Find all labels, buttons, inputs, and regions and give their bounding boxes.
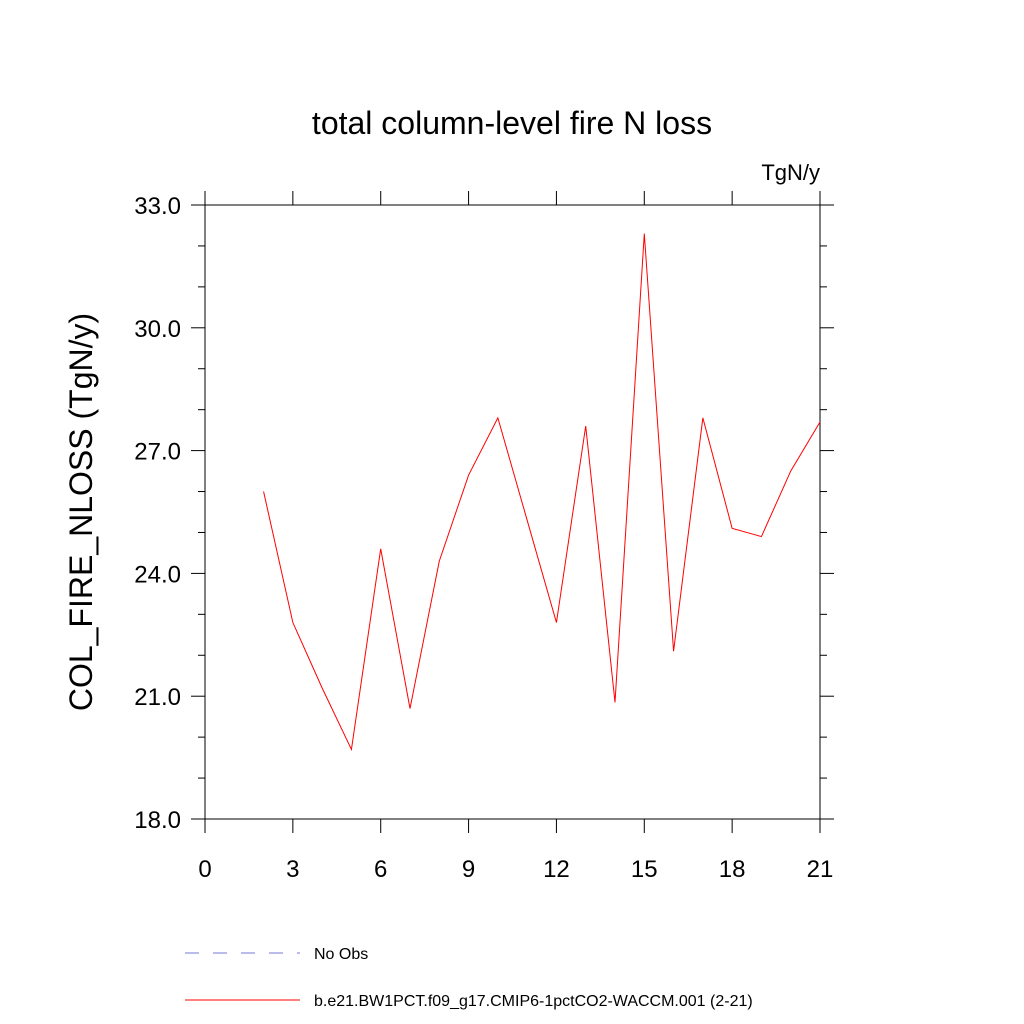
x-tick-label: 12 xyxy=(543,856,570,883)
chart-title: total column-level fire N loss xyxy=(312,105,712,141)
plot-frame xyxy=(204,204,821,820)
y-tick-label: 24.0 xyxy=(134,561,181,588)
y-axis-label: COL_FIRE_NLOSS (TgN/y) xyxy=(63,313,99,711)
y-tick-label: 18.0 xyxy=(134,807,181,834)
units-label: TgN/y xyxy=(761,160,820,185)
x-tick-label: 21 xyxy=(807,856,834,883)
legend: No Obs b.e21.BW1PCT.f09_g17.CMIP6-1pctCO… xyxy=(185,946,753,1010)
legend-label-model-run: b.e21.BW1PCT.f09_g17.CMIP6-1pctCO2-WACCM… xyxy=(314,993,753,1010)
y-tick-label: 30.0 xyxy=(134,316,181,343)
x-tick-label: 18 xyxy=(719,856,746,883)
y-tick-label: 33.0 xyxy=(134,193,181,220)
series-lines xyxy=(263,233,821,752)
y-tick-label: 21.0 xyxy=(134,684,181,711)
x-tick-label: 3 xyxy=(286,856,299,883)
series-line-1 xyxy=(263,233,821,752)
legend-label-no-obs: No Obs xyxy=(314,946,368,963)
x-tick-label: 0 xyxy=(198,856,211,883)
x-tick-label: 6 xyxy=(374,856,387,883)
y-tick-label: 27.0 xyxy=(134,439,181,466)
x-tick-label: 15 xyxy=(631,856,658,883)
x-tick-labels: 0 3 6 9 12 15 18 21 xyxy=(198,856,833,883)
y-tick-labels: 18.0 21.0 24.0 27.0 30.0 33.0 xyxy=(134,193,181,834)
axis-ticks xyxy=(191,191,834,833)
x-tick-label: 9 xyxy=(462,856,475,883)
